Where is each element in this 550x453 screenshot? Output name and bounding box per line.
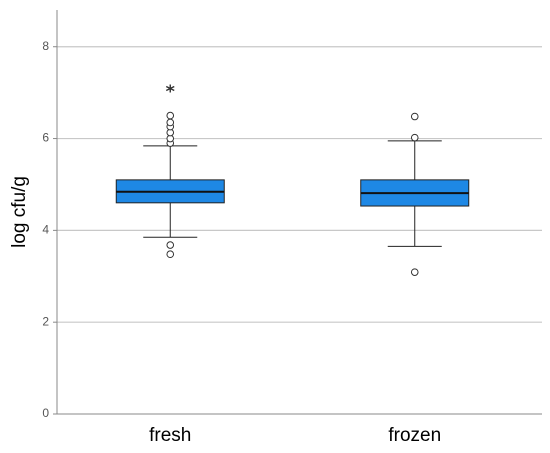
y-axis-label: log cfu/g [9, 176, 30, 248]
outlier [166, 111, 175, 120]
x-tick-label: fresh [149, 425, 191, 446]
y-tick-label: 6 [42, 131, 49, 145]
outlier [166, 241, 175, 249]
outlier [410, 133, 419, 142]
outlier [410, 268, 419, 276]
y-tick-label: 0 [42, 406, 49, 420]
extreme [165, 84, 175, 93]
y-tick-label: 4 [42, 223, 49, 237]
x-tick-label: frozen [388, 425, 441, 446]
outlier [410, 112, 419, 121]
y-tick-label: 8 [42, 39, 49, 53]
outlier [166, 250, 175, 259]
outlier [166, 118, 175, 127]
y-tick-label: 2 [42, 314, 49, 328]
